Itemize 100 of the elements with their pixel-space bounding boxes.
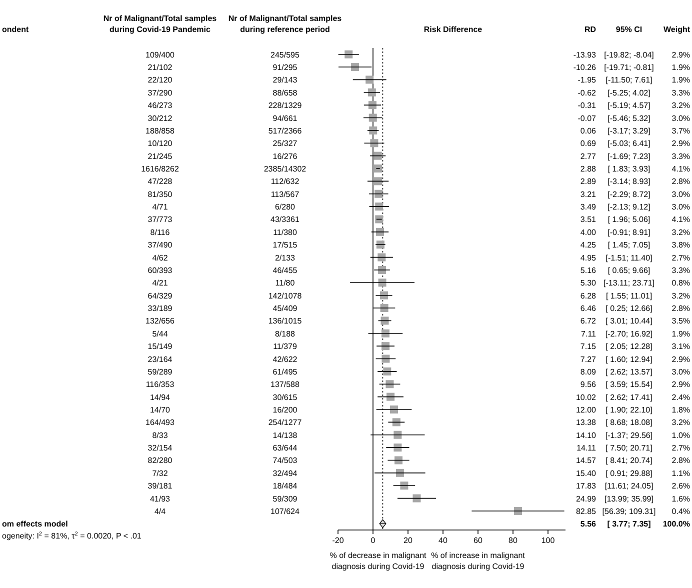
text: RD [584, 25, 596, 34]
text: [-19.71; -0.81] [604, 63, 654, 72]
text: 46/273 [148, 101, 173, 110]
text: 14.57 [576, 456, 597, 466]
text: 61/495 [272, 367, 298, 376]
text: [ 7.50; 20.71] [606, 444, 652, 453]
text: 1.0% [672, 430, 690, 440]
text: 37/290 [148, 88, 173, 98]
text: 3.2% [672, 228, 690, 237]
text: 41/93 [150, 494, 171, 504]
text: 2.88 [580, 164, 597, 174]
text: 15/149 [148, 342, 173, 352]
text: 22/120 [148, 76, 173, 85]
text: 8/33 [152, 430, 168, 440]
text: [ 0.65; 9.66] [608, 266, 650, 275]
text: 228/1329 [268, 101, 302, 110]
text: 0.06 [580, 126, 597, 136]
text: % of increase in malignant diagnosis during Covid-19 [431, 551, 526, 571]
text: 164/493 [146, 418, 176, 428]
text: 3.49 [580, 202, 597, 212]
text: 4.1% [672, 164, 690, 174]
x-tick-label: 100 [541, 536, 556, 545]
text: 4/71 [152, 202, 168, 212]
text: -0.07 [578, 114, 597, 123]
text: 1.6% [672, 494, 690, 504]
text: 5.16 [580, 266, 597, 275]
text: 4.00 [580, 228, 597, 237]
text: 46/455 [272, 266, 298, 275]
text: 25/327 [272, 139, 298, 148]
text: 1.9% [672, 329, 690, 338]
text: 3.1% [672, 342, 690, 352]
text: [-19.82; -8.04] [604, 50, 654, 60]
text: [ 8.68; 18.08] [606, 418, 652, 428]
text: 30/615 [272, 392, 298, 402]
text: 3.3% [672, 152, 690, 161]
text: 112/632 [270, 177, 300, 186]
text: [ 3.01; 10.44] [606, 316, 652, 326]
text: 1.9% [672, 63, 690, 72]
text: 2.9% [672, 139, 690, 148]
text: 15.40 [576, 468, 597, 478]
text: 2.8% [672, 456, 690, 466]
text: 2.6% [672, 482, 690, 491]
text: 11/380 [273, 228, 298, 237]
text: 4/21 [152, 278, 168, 288]
text: 81/350 [148, 190, 173, 199]
text: 21/245 [148, 152, 173, 161]
text: 3.5% [672, 316, 690, 326]
text: [-11.50; 7.61] [606, 76, 652, 85]
text: -0.62 [578, 88, 597, 98]
text: -1.95 [578, 76, 597, 85]
text: 2.4% [672, 392, 690, 402]
text: 88/658 [272, 88, 298, 98]
text: 2.7% [672, 444, 690, 453]
text: 8/188 [274, 329, 296, 338]
text: [ 1.90; 22.10] [606, 406, 652, 414]
text: Nr of Malignant/Total samples during Covid-19 Pandemic [103, 14, 218, 34]
text: 60/393 [148, 266, 173, 275]
text: 0.4% [672, 506, 690, 516]
text: 3.2% [672, 418, 690, 428]
text: 37/490 [148, 240, 173, 250]
text: % of decrease in malignant diagnosis during Covid-19 [330, 551, 428, 571]
text: [-2.29; 8.72] [608, 190, 650, 199]
text: [-5.03; 6.41] [608, 139, 650, 148]
text: 9.56 [580, 380, 597, 390]
text: Nr of Malignant/Total samples during reference period [228, 14, 342, 34]
text: 1.9% [672, 76, 690, 85]
text: -0.31 [578, 101, 597, 110]
text: 1616/8262 [141, 164, 180, 174]
text: [ 3.59; 15.54] [606, 380, 652, 390]
text: 11/80 [275, 278, 296, 288]
text: [ 2.05; 12.28] [606, 342, 652, 352]
text: 2.9% [672, 354, 690, 364]
text: 1.1% [672, 468, 690, 478]
text: [ 2.62; 13.57] [606, 367, 652, 376]
x-tick-label: 20 [404, 536, 413, 545]
text: [-2.70; 16.92] [605, 329, 653, 338]
text: 3.2% [672, 101, 690, 110]
text: 91/295 [272, 63, 298, 72]
text: [ 1.55; 11.01] [606, 291, 652, 300]
text: [-1.37; 29.56] [605, 430, 653, 440]
text: 12.00 [576, 406, 597, 414]
text: -10.26 [573, 63, 597, 72]
text: [ 1.96; 5.06] [608, 215, 650, 224]
text: 11/379 [273, 342, 298, 352]
text: 2.7% [672, 253, 690, 262]
text: [-5.25; 4.02] [608, 88, 650, 98]
text: 8.09 [580, 367, 597, 376]
text: [ 3.77; 7.35] [607, 520, 652, 529]
text: [-1.51; 11.40] [606, 253, 652, 262]
text: 24.99 [576, 494, 597, 504]
text: 2385/14302 [264, 164, 307, 174]
text: 3.7% [672, 126, 690, 136]
text: 82/280 [148, 456, 173, 466]
text: 39/181 [148, 482, 173, 491]
text: 32/494 [272, 468, 298, 478]
text: [ 8.41; 20.74] [606, 456, 652, 466]
text: 10/120 [148, 139, 173, 148]
text: 113/567 [270, 190, 300, 199]
text: 6/280 [274, 202, 296, 212]
text: 5/44 [152, 329, 168, 338]
